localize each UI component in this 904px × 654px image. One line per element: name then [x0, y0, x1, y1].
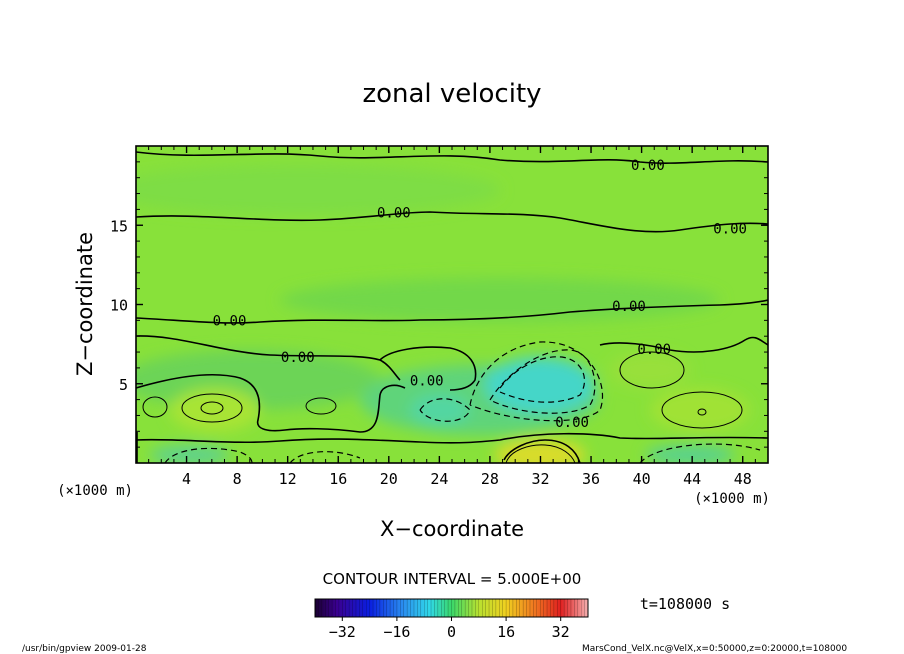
footer-left: /usr/bin/gpview 2009-01-28 — [22, 644, 147, 654]
y-tick-label: 15 — [110, 217, 128, 235]
x-tick-label: 24 — [430, 470, 448, 488]
y-axis-label: Z−coordinate — [73, 232, 97, 376]
x-axis-label: X−coordinate — [380, 517, 524, 541]
chart-title: zonal velocity — [362, 79, 541, 109]
contour-label: 0.00 — [213, 313, 247, 329]
contour-label: 0.00 — [281, 350, 315, 366]
y-tick-label: 10 — [110, 297, 128, 315]
x-tick-label: 48 — [734, 470, 752, 488]
time-label: t=108000 s — [640, 595, 730, 613]
colorbar: −32 −16 0 16 32 — [314, 598, 589, 641]
negative-contours — [164, 341, 761, 463]
footer-right: MarsCond_VelX.nc@VelX,x=0:50000,z=0:2000… — [582, 644, 847, 654]
x-unit-right: (×1000 m) — [694, 491, 770, 507]
x-tick-label: 40 — [633, 470, 651, 488]
x-tick-label: 12 — [279, 470, 297, 488]
contour-label: 0.00 — [713, 221, 747, 237]
zero-contours — [136, 151, 768, 463]
plot-area: 0.00 0.00 0.00 0.00 0.00 0.00 0.00 0.00 0.00 — [136, 146, 768, 463]
colorbar-stripes — [314, 599, 589, 617]
positive-contours — [142, 351, 743, 463]
colorbar-tick-label: −16 — [383, 623, 410, 641]
x-axis: 4 8 12 16 20 24 28 32 36 40 44 48 — [148, 146, 756, 488]
x-tick-label: 32 — [531, 470, 549, 488]
contour-label: 0.00 — [631, 158, 665, 174]
x-tick-label: 36 — [582, 470, 600, 488]
x-tick-label: 8 — [233, 470, 242, 488]
x-tick-label: 20 — [380, 470, 398, 488]
contour-label: 0.00 — [410, 374, 444, 390]
x-tick-label: 28 — [481, 470, 499, 488]
y-axis: 5 10 15 — [110, 161, 768, 448]
x-tick-label: 44 — [683, 470, 701, 488]
contour-label: 0.00 — [555, 415, 589, 431]
shading — [136, 165, 750, 463]
y-tick-label: 5 — [119, 376, 128, 394]
colorbar-tick-label: −32 — [329, 623, 356, 641]
contour-label: 0.00 — [637, 342, 671, 358]
contour-labels: 0.00 0.00 0.00 0.00 0.00 0.00 0.00 0.00 0.00 — [213, 158, 747, 431]
colorbar-tick-label: 0 — [447, 623, 456, 641]
x-tick-label: 16 — [329, 470, 347, 488]
contour-label: 0.00 — [377, 206, 411, 222]
contour-label: 0.00 — [612, 299, 646, 315]
colorbar-tick-label: 32 — [552, 623, 570, 641]
x-unit-left: (×1000 m) — [57, 483, 133, 499]
contour-interval-text: CONTOUR INTERVAL = 5.000E+00 — [323, 570, 582, 588]
colorbar-tick-label: 16 — [497, 623, 515, 641]
colorbar-ticks: −32 −16 0 16 32 — [329, 617, 570, 641]
x-tick-label: 4 — [182, 470, 191, 488]
